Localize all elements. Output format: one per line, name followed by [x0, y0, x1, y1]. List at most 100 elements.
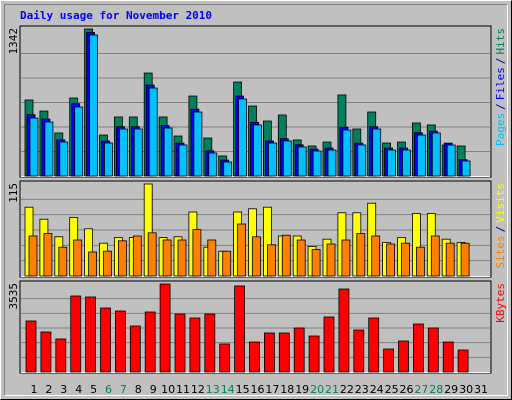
x-tick-label: 4 — [75, 383, 82, 396]
bar — [402, 149, 411, 177]
bar — [238, 98, 248, 177]
bar — [297, 146, 307, 177]
bar — [398, 340, 409, 373]
x-tick-label: 11 — [176, 383, 190, 396]
x-tick-label: 22 — [340, 383, 354, 396]
bar — [162, 239, 172, 277]
bar — [129, 325, 141, 373]
legend-separator: / — [494, 226, 507, 233]
bar — [372, 128, 382, 177]
x-tick-label: 29 — [444, 383, 458, 396]
bar — [104, 142, 113, 177]
bar — [412, 323, 424, 373]
x-tick-label: 5 — [90, 383, 97, 396]
bar — [237, 223, 247, 277]
bar — [445, 242, 455, 277]
bar — [457, 349, 469, 373]
bar — [219, 343, 231, 373]
bar — [44, 121, 54, 177]
x-tick-label: 24 — [370, 383, 384, 396]
bar — [223, 161, 233, 177]
bar — [204, 313, 216, 373]
bar — [193, 111, 203, 177]
bar — [308, 335, 320, 373]
x-tick-label: 19 — [295, 383, 309, 396]
bar — [208, 152, 218, 177]
bar — [85, 296, 96, 373]
bar — [427, 327, 439, 373]
bar — [267, 142, 277, 177]
bar — [207, 239, 217, 277]
x-tick-label: 18 — [280, 383, 294, 396]
bar — [446, 144, 456, 177]
x-tick-label: 6 — [105, 383, 112, 396]
legend: Pages / Files / Hits — [494, 28, 507, 146]
bar — [368, 317, 380, 373]
legend-entry: Hits — [494, 28, 507, 55]
x-tick-label: 17 — [265, 383, 279, 396]
bar — [40, 331, 52, 373]
bar — [148, 87, 158, 177]
y-tick-label: 3535 — [7, 283, 20, 310]
x-tick-label: 14 — [221, 383, 235, 396]
bar — [100, 307, 111, 373]
x-tick-label: 27 — [414, 383, 428, 396]
bar — [192, 229, 202, 277]
bar — [43, 233, 53, 277]
bar — [133, 128, 143, 177]
bar — [147, 232, 157, 277]
bar — [189, 317, 201, 373]
y-tick-label: 115 — [7, 183, 20, 203]
chart-title: Daily usage for November 2010 — [20, 9, 212, 22]
bar — [327, 149, 337, 177]
x-tick-label: 3 — [60, 383, 67, 396]
bar — [460, 242, 470, 277]
bar — [29, 117, 39, 177]
bar — [386, 243, 396, 277]
bar — [356, 233, 366, 277]
bar — [55, 338, 67, 373]
bar — [28, 235, 38, 277]
bar — [249, 341, 260, 373]
bar — [357, 144, 367, 177]
x-tick-label: 26 — [400, 383, 414, 396]
bar — [293, 327, 305, 373]
bar — [58, 246, 68, 277]
bar — [311, 249, 321, 277]
x-tick-label: 1 — [31, 383, 38, 396]
bar — [461, 160, 471, 177]
bar — [282, 140, 292, 177]
bar — [132, 235, 142, 277]
bar — [174, 313, 186, 373]
bar — [115, 310, 126, 373]
legend-entry: KBytes — [494, 283, 507, 323]
bar — [323, 316, 335, 373]
legend-entry: Sites — [494, 235, 507, 268]
legend-entry: Files — [494, 67, 507, 100]
bar — [415, 246, 425, 277]
bar — [442, 341, 454, 373]
legend: Sites / Visits — [494, 183, 507, 269]
bar — [159, 283, 171, 373]
x-tick-label: 23 — [355, 383, 369, 396]
x-tick-label: 16 — [251, 383, 265, 396]
bar — [25, 320, 37, 373]
bar — [177, 239, 187, 277]
bar — [59, 141, 69, 177]
legend: KBytes — [494, 283, 507, 323]
bar — [371, 235, 381, 277]
bar — [144, 311, 156, 373]
bar — [278, 332, 290, 373]
legend-separator: / — [494, 58, 507, 65]
bar — [387, 149, 397, 177]
bar — [70, 295, 82, 373]
bar — [342, 129, 352, 177]
bar — [253, 124, 262, 177]
bar — [431, 132, 441, 177]
bar — [119, 128, 128, 177]
x-tick-label: 9 — [150, 383, 157, 396]
frame-inner — [4, 4, 508, 396]
x-tick-label: 21 — [325, 383, 339, 396]
